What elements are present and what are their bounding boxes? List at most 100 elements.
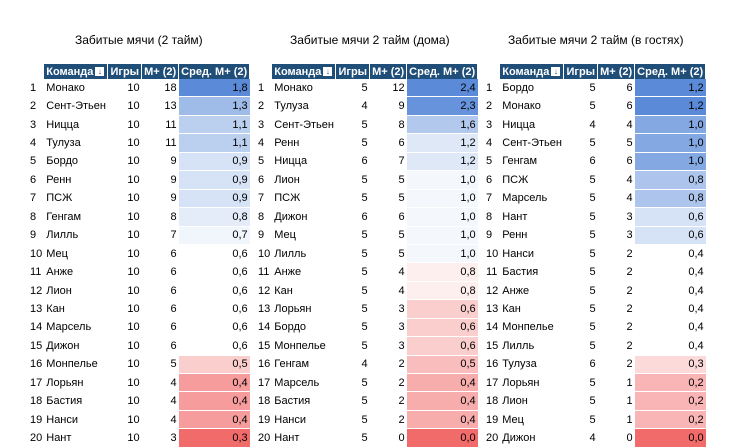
team-name: Нанси xyxy=(274,413,307,426)
row-number: 13 xyxy=(258,302,271,315)
avg-cell: 0,4 xyxy=(406,373,478,393)
goals-cell: 4 xyxy=(626,118,633,131)
avg-header[interactable]: Сред. М+ (2) xyxy=(178,64,251,79)
team-name: Ницца xyxy=(502,118,536,131)
goals-cell: 6 xyxy=(626,81,633,94)
table-row: 12 Лион 10 6 0,6 xyxy=(28,281,250,301)
games-cell: 5 xyxy=(589,395,596,408)
team-name: Нанси xyxy=(46,413,79,426)
row-number: 12 xyxy=(258,284,271,297)
games-cell: 5 xyxy=(361,247,368,260)
row-number: 1 xyxy=(258,81,265,94)
team-name: Дижон xyxy=(274,210,308,223)
table-row: 6 Лион 5 5 1,0 xyxy=(256,170,478,190)
games-cell: 5 xyxy=(589,210,596,223)
goals-cell: 5 xyxy=(398,247,405,260)
games-cell: 6 xyxy=(589,155,596,168)
avg-cell: 0,4 xyxy=(178,391,250,411)
row-number: 3 xyxy=(258,118,265,131)
goals-cell: 2 xyxy=(398,376,405,389)
goals-header[interactable]: М+ (2) xyxy=(141,64,180,79)
team-name: Лорьян xyxy=(502,376,540,389)
avg-cell: 0,4 xyxy=(178,410,250,430)
row-number: 12 xyxy=(30,284,43,297)
row-number: 15 xyxy=(30,339,43,352)
team-name: Кан xyxy=(46,302,65,315)
team-name: Кан xyxy=(274,284,293,297)
row-number: 19 xyxy=(30,413,43,426)
games-cell: 10 xyxy=(127,229,140,242)
games-cell: 10 xyxy=(127,118,140,131)
table-row: 17 Лорьян 5 1 0,2 xyxy=(484,373,706,393)
avg-cell: 0,9 xyxy=(178,189,250,209)
team-name: Монпелье xyxy=(502,321,554,334)
row-number: 5 xyxy=(30,155,37,168)
games-cell: 4 xyxy=(361,358,368,371)
games-header[interactable]: Игры xyxy=(107,64,143,79)
row-number: 2 xyxy=(30,100,37,113)
goals-cell: 3 xyxy=(398,339,405,352)
table-row: 4 Сент-Этьен 5 5 1,0 xyxy=(484,133,706,153)
table-row: 8 Дижон 6 6 1,0 xyxy=(256,207,478,227)
team-header[interactable]: Команда ↓ xyxy=(500,64,565,79)
team-header[interactable]: Команда ↓ xyxy=(44,64,109,79)
games-cell: 5 xyxy=(361,395,368,408)
row-number: 20 xyxy=(486,432,499,445)
goals-header[interactable]: М+ (2) xyxy=(597,64,636,79)
table-row: 19 Нанси 5 2 0,4 xyxy=(256,410,478,430)
table-row: 7 ПСЖ 10 9 0,9 xyxy=(28,189,250,209)
team-name: Тулуза xyxy=(46,137,81,150)
goals-cell: 5 xyxy=(626,137,633,150)
games-cell: 10 xyxy=(127,358,140,371)
table-row: 13 Кан 10 6 0,6 xyxy=(28,299,250,319)
sort-filter-icon[interactable]: ↓ xyxy=(323,67,333,77)
table-row: 11 Бастия 5 2 0,4 xyxy=(484,262,706,282)
games-cell: 5 xyxy=(361,229,368,242)
table-row: 2 Сент-Этьен 10 13 1,3 xyxy=(28,96,250,116)
avg-cell: 0,4 xyxy=(634,299,706,319)
avg-cell: 0,6 xyxy=(178,299,250,319)
avg-cell: 0,6 xyxy=(178,262,250,282)
goals-cell: 12 xyxy=(392,81,405,94)
sort-filter-icon[interactable]: ↓ xyxy=(95,67,105,77)
games-cell: 5 xyxy=(589,100,596,113)
row-number: 19 xyxy=(258,413,271,426)
team-header[interactable]: Команда ↓ xyxy=(272,64,337,79)
table-row: 15 Монпелье 5 3 0,6 xyxy=(256,336,478,356)
goals-cell: 3 xyxy=(626,229,633,242)
table-row: 12 Кан 5 4 0,8 xyxy=(256,281,478,301)
sort-filter-icon[interactable]: ↓ xyxy=(551,67,561,77)
avg-header[interactable]: Сред. М+ (2) xyxy=(406,64,479,79)
avg-cell: 0,6 xyxy=(406,299,478,319)
row-number: 1 xyxy=(30,81,37,94)
games-cell: 5 xyxy=(589,229,596,242)
goals-cell: 5 xyxy=(170,358,177,371)
team-name: Ницца xyxy=(274,155,308,168)
table-row: 7 Марсель 5 4 0,8 xyxy=(484,189,706,209)
row-number: 15 xyxy=(258,339,271,352)
table-row: 11 Анже 5 4 0,8 xyxy=(256,262,478,282)
games-cell: 5 xyxy=(589,376,596,389)
team-name: Генгам xyxy=(46,210,82,223)
team-name: Монпелье xyxy=(46,358,98,371)
table-row: 6 ПСЖ 5 4 0,8 xyxy=(484,170,706,190)
team-name: Ницца xyxy=(46,118,80,131)
row-number: 2 xyxy=(486,100,493,113)
table-row: 16 Монпелье 10 5 0,5 xyxy=(28,355,250,375)
games-cell: 10 xyxy=(127,432,140,445)
team-name: Монако xyxy=(502,100,541,113)
row-number: 2 xyxy=(258,100,265,113)
row-number: 1 xyxy=(486,81,493,94)
goals-cell: 6 xyxy=(398,137,405,150)
avg-header[interactable]: Сред. М+ (2) xyxy=(634,64,707,79)
games-cell: 10 xyxy=(127,100,140,113)
avg-cell: 0,8 xyxy=(178,207,250,227)
table-row: 9 Ренн 5 3 0,6 xyxy=(484,226,706,245)
row-number: 18 xyxy=(30,395,43,408)
games-header[interactable]: Игры xyxy=(563,64,599,79)
games-header[interactable]: Игры xyxy=(335,64,371,79)
games-cell: 5 xyxy=(361,137,368,150)
goals-header[interactable]: М+ (2) xyxy=(369,64,408,79)
goals-cell: 3 xyxy=(398,321,405,334)
table-row: 20 Дижон 4 0 0,0 xyxy=(484,428,706,448)
